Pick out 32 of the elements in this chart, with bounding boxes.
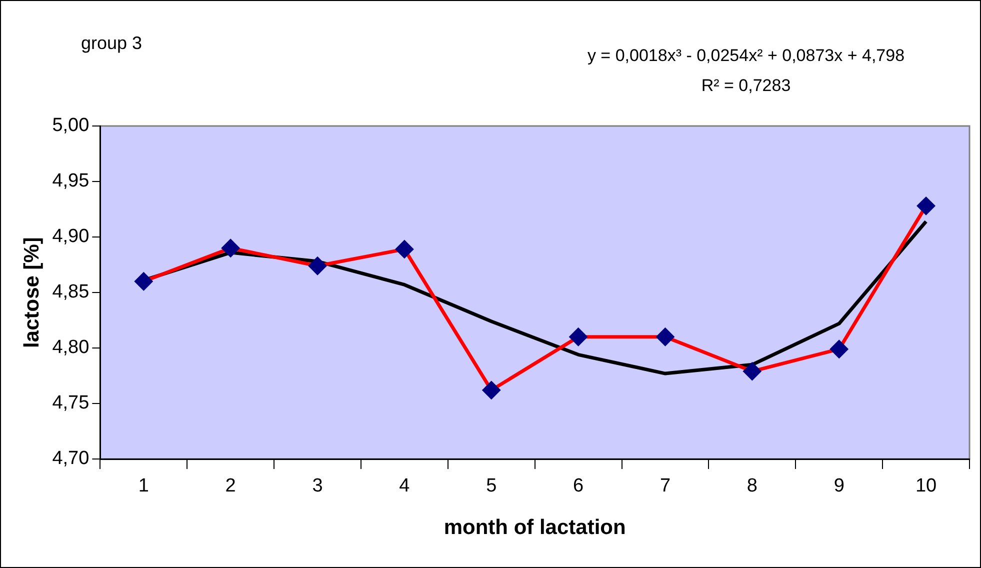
x-tick-label: 9 [834,476,844,497]
point [656,328,674,346]
point [222,239,240,257]
x-axis-title: month of lactation [444,516,626,540]
y-tick-label: 5,00 [52,115,90,136]
x-tick-label: 8 [746,476,758,497]
point [482,381,500,399]
text: y = 0,0018x³ - 0,0254x² + 0,0873x + 4,798 [586,45,906,67]
point [134,272,152,290]
point [917,197,935,215]
y-tick-label: 4,95 [52,170,90,192]
y-tick-label: 4,70 [52,448,90,470]
point [570,328,588,346]
x-tick-label: 7 [660,476,671,497]
x-tick-label: 10 [915,476,937,497]
x-tick-label: 4 [399,476,410,497]
point [396,240,414,258]
point [308,257,326,275]
point [830,340,848,358]
x-tick-label: 3 [312,476,323,497]
x-tick-label: 6 [573,476,584,497]
text: R² = 0,7283 [700,75,792,97]
point [743,362,761,380]
x-tick-label: 2 [225,476,236,497]
x-tick-label: 1 [138,476,149,497]
chart-title: group 3 [81,33,142,54]
y-tick-label: 4,90 [52,226,90,248]
y-tick-label: 4,85 [52,282,90,303]
y-axis-title: lactose [%] [20,237,44,348]
y-tick-label: 4,75 [52,392,90,414]
y-tick-label: 4,80 [52,337,90,358]
x-tick-label: 5 [486,476,497,497]
